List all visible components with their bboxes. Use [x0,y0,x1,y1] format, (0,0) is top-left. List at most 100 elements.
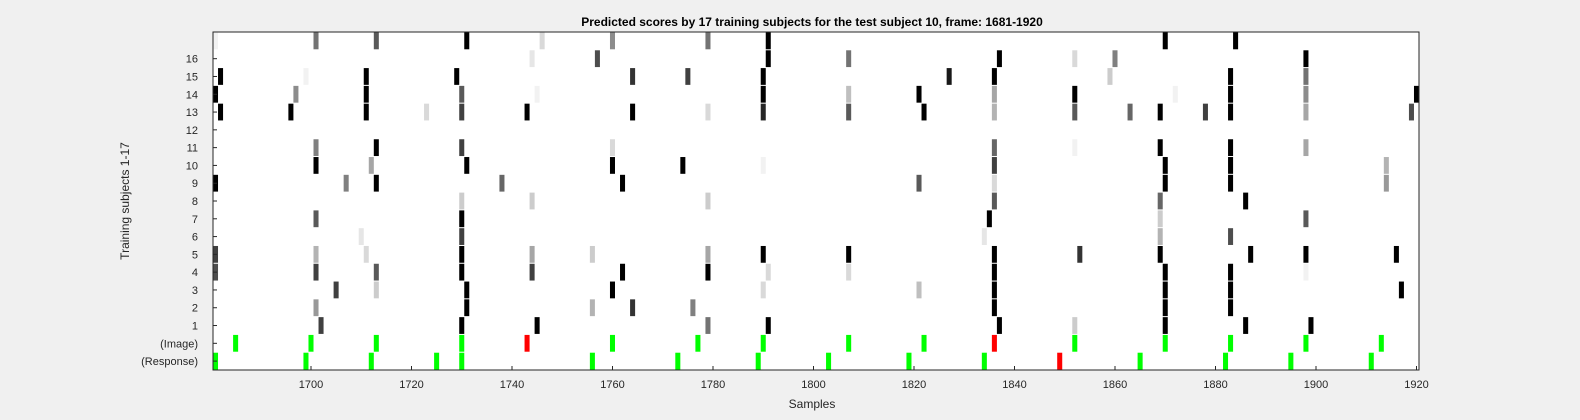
score-cell [1383,174,1389,192]
score-cell [760,68,766,85]
response-green-cell [981,352,987,370]
score-cell [313,210,319,228]
score-cell [363,245,369,263]
score-cell [921,103,927,121]
score-cell [333,281,339,299]
score-cell [459,139,465,157]
response-green-cell [589,352,595,370]
score-cell [1303,85,1309,103]
score-cell [620,263,626,281]
x-tick-label: 1720 [399,379,423,391]
score-cell [1228,228,1234,245]
image-green-cell [921,334,927,352]
score-cell [705,192,711,210]
score-cell [303,68,309,85]
score-cell [609,139,615,157]
x-ticks: 1700 1720 1740 1760 1780 1800 1820 1840 1860 1880… [299,366,1429,391]
plot-area [213,32,1419,370]
y-tick-label: 7 [192,214,198,226]
score-cell [1157,228,1163,245]
score-cell [916,281,922,299]
y-tick-label: 11 [187,143,198,155]
score-cell [1303,139,1309,157]
score-cell [1157,192,1163,210]
score-cell [499,174,505,192]
image-green-cell [609,334,615,352]
image-green-cell [459,334,465,352]
score-cell [459,103,465,121]
y-tick-label: 3 [192,285,198,297]
score-cell [991,299,997,317]
score-cell [705,317,711,334]
score-cell [313,139,319,157]
score-cell [459,228,465,245]
score-cell [609,157,615,174]
score-cell [313,263,319,281]
score-cell [218,68,224,85]
score-cell [765,263,771,281]
score-cell [1172,85,1178,103]
score-cell [459,210,465,228]
score-cell [1413,85,1420,103]
score-cell [288,103,294,121]
score-cell [1233,32,1239,50]
score-cell [459,192,465,210]
score-cell [459,263,465,281]
score-cell [1228,263,1234,281]
score-cell [313,157,319,174]
score-cell [1157,245,1163,263]
image-green-cell [373,334,379,352]
score-cell [1157,139,1163,157]
image-red-cell [991,334,997,352]
score-cell [846,263,852,281]
score-cell [464,281,470,299]
y-tick-label: 8 [192,196,198,208]
x-tick-label: 1840 [1002,379,1026,391]
score-cell [464,32,470,50]
score-cell [1243,192,1249,210]
score-cell [1303,263,1309,281]
response-green-cell [675,352,681,370]
response-green-cell [459,352,465,370]
response-green-cell [368,352,374,370]
score-cell [996,317,1002,334]
score-cell [363,85,369,103]
image-green-cell [1378,334,1384,352]
image-green-cell [1303,334,1309,352]
score-cell [459,85,465,103]
score-cell [594,50,600,68]
response-green-cell [826,352,832,370]
score-cell [765,317,771,334]
score-cell [760,103,766,121]
score-cell [343,174,349,192]
image-green-cell [308,334,314,352]
y-tick-label: 10 [186,160,198,172]
score-cell [1248,245,1254,263]
y-tick-label: 4 [192,267,198,279]
score-cell [705,245,711,263]
score-cell [1303,103,1309,121]
x-tick-label: 1760 [600,379,624,391]
score-cell [1228,139,1234,157]
image-green-cell [695,334,701,352]
score-cell [991,68,997,85]
score-cell [705,103,711,121]
score-cell [981,228,987,245]
score-cell [1162,299,1168,317]
score-cell [373,263,379,281]
response-red-cell [1057,352,1063,370]
image-green-cell [1162,334,1168,352]
score-cell [1228,174,1234,192]
score-cell [991,263,997,281]
score-cell [313,245,319,263]
score-cell [1162,157,1168,174]
score-cell [373,139,379,157]
score-cell [459,317,465,334]
y-tick-label: 12 [186,125,198,137]
score-cell [846,103,852,121]
response-green-cell [303,352,309,370]
x-tick-label: 1920 [1404,379,1428,391]
x-axis-label: Samples [789,397,836,411]
score-cell [1162,32,1168,50]
